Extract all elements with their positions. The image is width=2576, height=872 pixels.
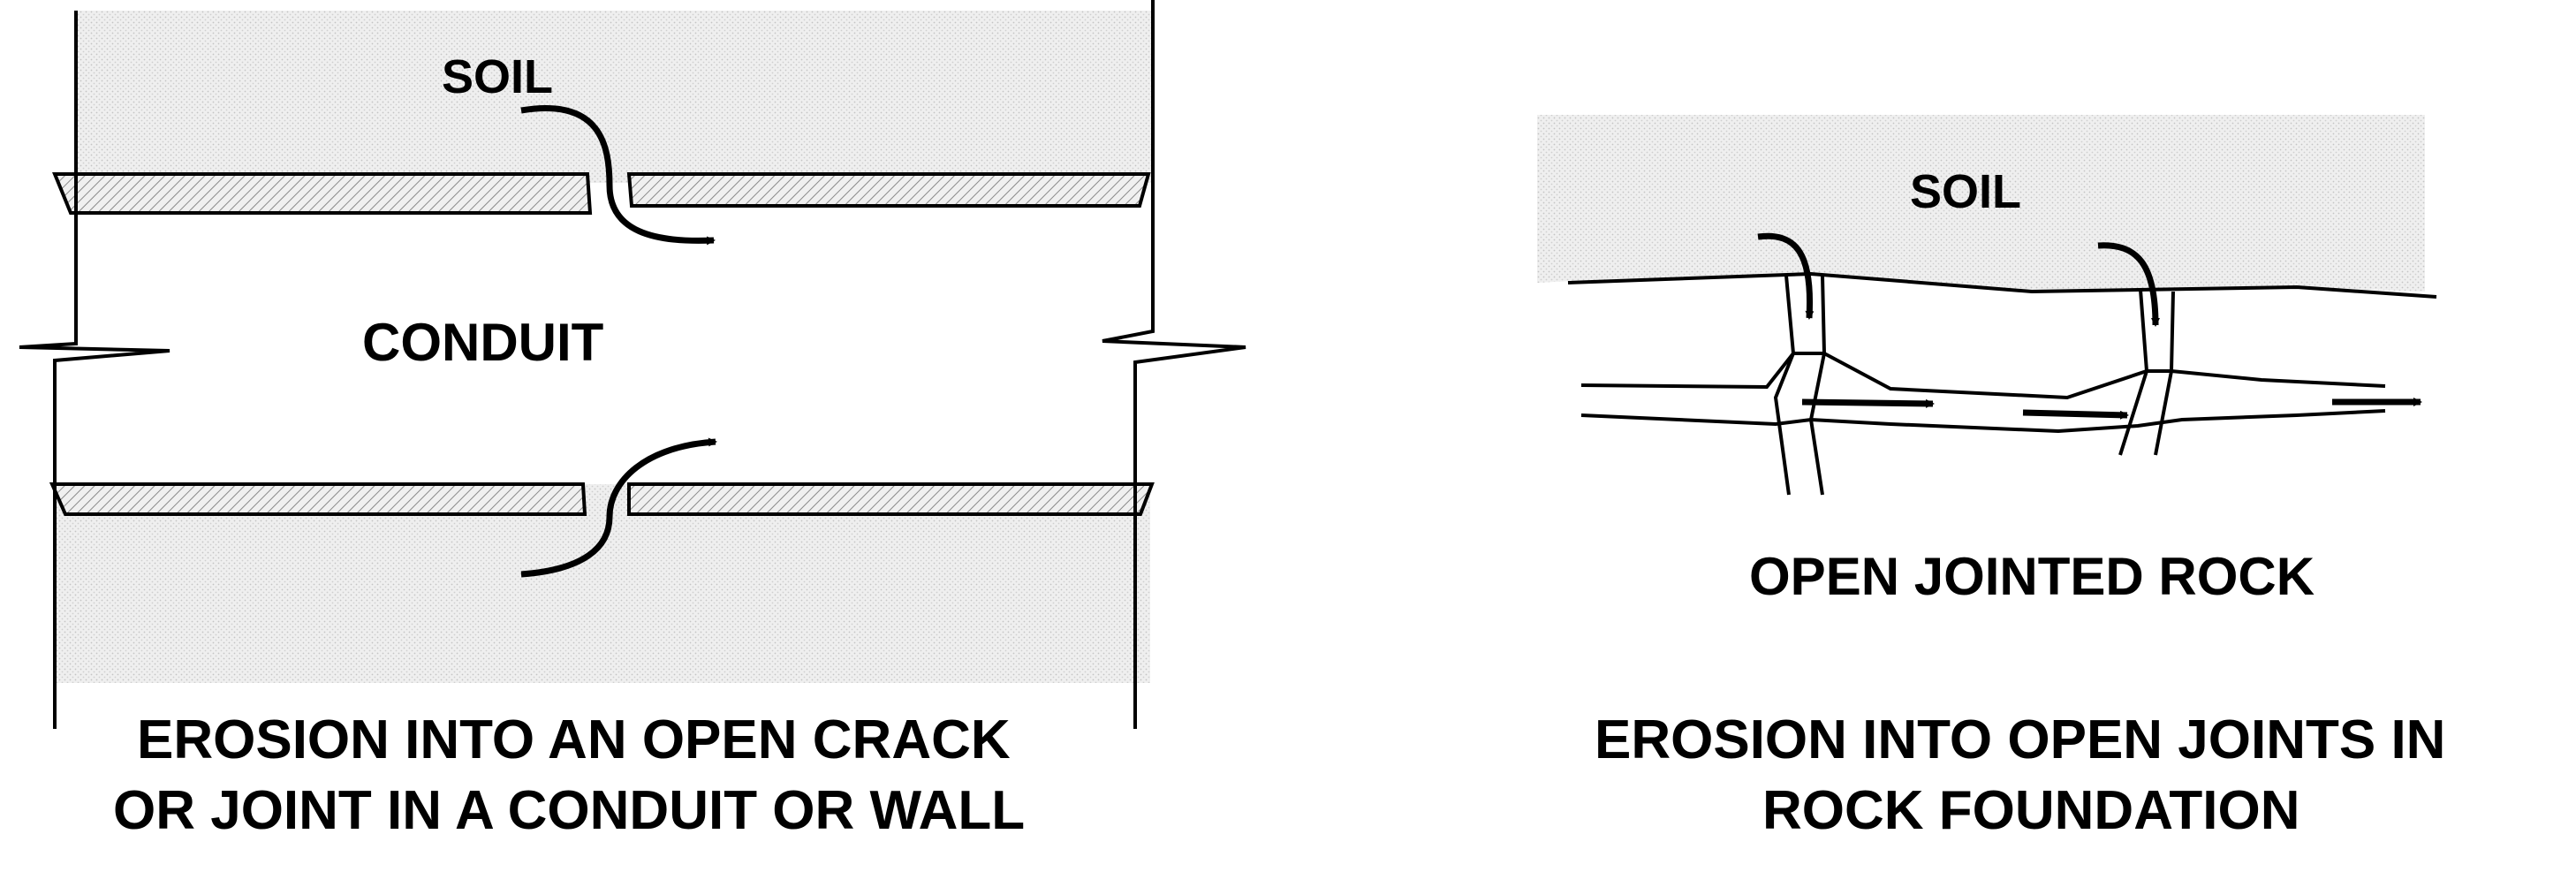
soil-region-upper <box>75 11 1153 183</box>
flow-arrow-horizontal-2 <box>2022 409 2129 420</box>
soil-rock-contact <box>1567 271 2437 299</box>
flow-arrow-lower <box>520 437 717 578</box>
break-line-right <box>1102 0 1246 729</box>
conduit-wall-upper-right <box>626 172 1151 208</box>
left-panel: SOIL CONDUIT EROSION INTO AN OPEN CRACK … <box>19 0 1246 841</box>
flow-arrow-joint2-down <box>2097 242 2160 327</box>
right-caption-line1: EROSION INTO OPEN JOINTS IN <box>1595 709 2445 770</box>
right-panel: SOIL OPEN JOINTED ROCK EROSION INTO OPEN… <box>1537 115 2445 841</box>
soil-region-lower <box>55 484 1150 683</box>
soil-layer <box>1537 115 2425 292</box>
flow-arrow-joint1-down <box>1757 232 1815 320</box>
joint-wall <box>1580 409 2386 434</box>
right-soil-label: SOIL <box>1910 165 2021 218</box>
break-line-left <box>19 11 170 729</box>
left-soil-label: SOIL <box>442 50 553 103</box>
joint-wall <box>1808 275 1827 496</box>
conduit-wall-lower-left <box>49 482 587 516</box>
conduit-label: CONDUIT <box>362 313 603 372</box>
flow-arrow-upper <box>520 105 716 246</box>
conduit-wall-upper-left <box>52 172 593 215</box>
rock-label: OPEN JOINTED ROCK <box>1749 547 2315 606</box>
left-caption-line2: OR JOINT IN A CONDUIT OR WALL <box>113 780 1025 841</box>
left-caption-line1: EROSION INTO AN OPEN CRACK <box>137 709 1011 770</box>
conduit-wall-lower-right <box>627 482 1155 516</box>
joint-wall <box>1580 352 2386 400</box>
flow-arrow-horizontal-1 <box>1801 398 1935 408</box>
right-caption-line2: ROCK FOUNDATION <box>1762 780 2299 841</box>
joint-wall <box>1773 275 1796 496</box>
